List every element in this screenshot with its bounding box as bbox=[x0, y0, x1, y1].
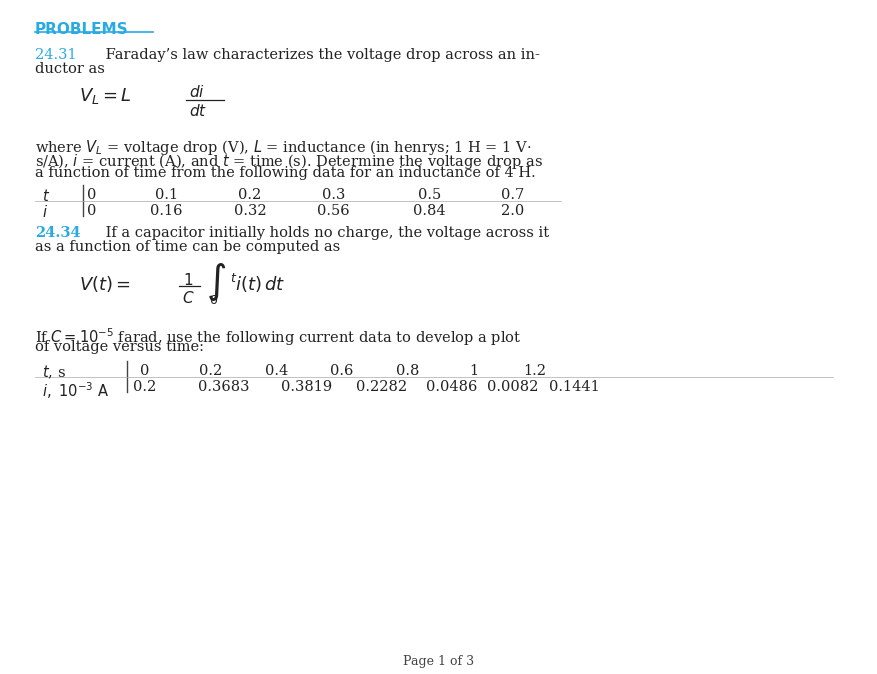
Text: $V(t) =$: $V(t) =$ bbox=[79, 274, 131, 294]
Text: 0.84: 0.84 bbox=[413, 204, 446, 218]
Text: $0$: $0$ bbox=[209, 294, 217, 307]
Text: 0.56: 0.56 bbox=[317, 204, 350, 218]
Text: $dt$: $dt$ bbox=[189, 103, 207, 119]
Text: Faraday’s law characterizes the voltage drop across an in-: Faraday’s law characterizes the voltage … bbox=[101, 48, 539, 62]
Text: $t$, s: $t$, s bbox=[42, 364, 66, 381]
Text: 0.1: 0.1 bbox=[155, 188, 178, 202]
Text: 0.32: 0.32 bbox=[233, 204, 267, 218]
Text: ductor as: ductor as bbox=[35, 62, 105, 76]
Text: 0.7: 0.7 bbox=[502, 188, 524, 202]
Text: $\int$: $\int$ bbox=[206, 261, 226, 303]
Text: $1$: $1$ bbox=[183, 272, 194, 288]
Text: 0.3: 0.3 bbox=[322, 188, 345, 202]
Text: 0.1441: 0.1441 bbox=[549, 380, 600, 394]
Text: $i(t)\, dt$: $i(t)\, dt$ bbox=[235, 274, 285, 294]
Text: 0.2: 0.2 bbox=[239, 188, 261, 202]
Text: 0.4: 0.4 bbox=[265, 364, 288, 378]
Text: 0.2: 0.2 bbox=[133, 380, 156, 394]
Text: 0.8: 0.8 bbox=[396, 364, 419, 378]
Text: 0.0082: 0.0082 bbox=[488, 380, 538, 394]
Text: $di$: $di$ bbox=[189, 84, 204, 100]
Text: a function of time from the following data for an inductance of 4 H.: a function of time from the following da… bbox=[35, 166, 536, 180]
Text: 0.5: 0.5 bbox=[418, 188, 441, 202]
Text: s/A), $i$ = current (A), and $t$ = time (s). Determine the voltage drop as: s/A), $i$ = current (A), and $t$ = time … bbox=[35, 152, 543, 171]
Text: 0.3819: 0.3819 bbox=[282, 380, 332, 394]
Text: $C$: $C$ bbox=[182, 290, 195, 306]
Text: 2.0: 2.0 bbox=[502, 204, 524, 218]
Text: $t$: $t$ bbox=[42, 188, 50, 204]
Text: 24.31: 24.31 bbox=[35, 48, 76, 62]
Text: PROBLEMS: PROBLEMS bbox=[35, 22, 129, 37]
Text: 0.6: 0.6 bbox=[331, 364, 353, 378]
Text: $V_L = L$: $V_L = L$ bbox=[79, 86, 132, 106]
Text: 0: 0 bbox=[140, 364, 149, 378]
Text: as a function of time can be computed as: as a function of time can be computed as bbox=[35, 240, 340, 254]
Text: $t$: $t$ bbox=[230, 272, 237, 285]
Text: 1.2: 1.2 bbox=[524, 364, 546, 378]
Text: of voltage versus time:: of voltage versus time: bbox=[35, 340, 204, 354]
Text: where $V_L$ = voltage drop (V), $L$ = inductance (in henrys; 1 H = 1 V·: where $V_L$ = voltage drop (V), $L$ = in… bbox=[35, 138, 531, 157]
Text: If a capacitor initially holds no charge, the voltage across it: If a capacitor initially holds no charge… bbox=[101, 226, 549, 240]
Text: 0: 0 bbox=[88, 204, 96, 218]
Text: 0.3683: 0.3683 bbox=[198, 380, 249, 394]
Text: 1: 1 bbox=[469, 364, 478, 378]
Text: 24.34: 24.34 bbox=[35, 226, 81, 240]
Text: $i$: $i$ bbox=[42, 204, 48, 220]
Text: 0.2: 0.2 bbox=[199, 364, 222, 378]
Text: $i,\ 10^{-3}\ \mathrm{A}$: $i,\ 10^{-3}\ \mathrm{A}$ bbox=[42, 380, 110, 401]
Text: If $C = 10^{-5}$ farad, use the following current data to develop a plot: If $C = 10^{-5}$ farad, use the followin… bbox=[35, 326, 522, 348]
Text: 0.16: 0.16 bbox=[150, 204, 183, 218]
Text: 0.0486: 0.0486 bbox=[426, 380, 477, 394]
Text: Page 1 of 3: Page 1 of 3 bbox=[403, 655, 474, 668]
Text: 0.2282: 0.2282 bbox=[356, 380, 407, 394]
Text: 0: 0 bbox=[88, 188, 96, 202]
